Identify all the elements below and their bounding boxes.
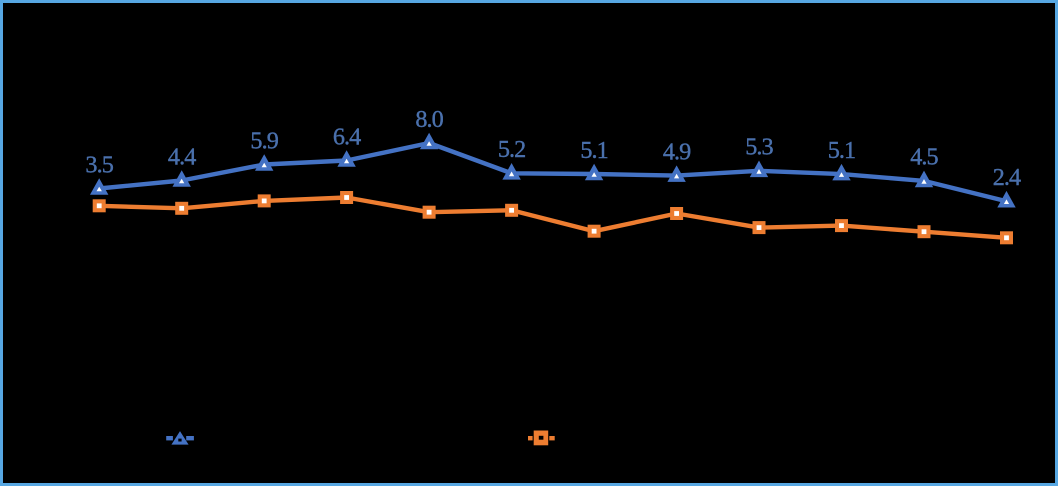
svg-text:4.9: 4.9 xyxy=(663,138,691,165)
svg-text:8.0: 8.0 xyxy=(415,106,443,133)
svg-text:3.5: 3.5 xyxy=(85,151,113,178)
svg-text:2.4: 2.4 xyxy=(993,164,1021,191)
svg-text:5.1: 5.1 xyxy=(580,137,608,164)
svg-text:5.3: 5.3 xyxy=(745,134,773,161)
svg-text:4.4: 4.4 xyxy=(168,143,196,170)
svg-text:6.4: 6.4 xyxy=(333,123,361,150)
svg-text:5.1: 5.1 xyxy=(828,137,856,164)
svg-text:5.2: 5.2 xyxy=(498,136,526,163)
svg-text:5.9: 5.9 xyxy=(250,127,278,154)
svg-text:4.5: 4.5 xyxy=(910,144,938,171)
